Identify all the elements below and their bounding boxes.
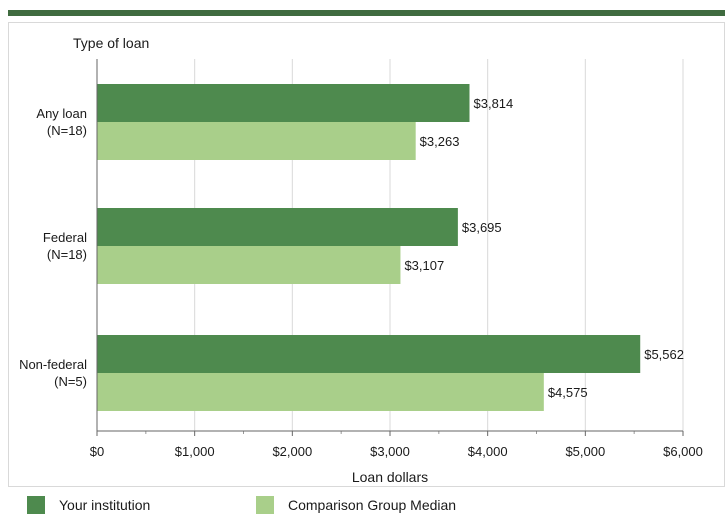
legend: Your institution Comparison Group Median [0, 496, 725, 518]
x-tick-label: $2,000 [272, 444, 312, 459]
legend-label-comparison: Comparison Group Median [288, 497, 457, 513]
y-axis-title: Type of loan [73, 35, 149, 51]
bar-value-label: $3,814 [474, 96, 514, 111]
bar [97, 122, 416, 160]
x-tick-label: $3,000 [370, 444, 410, 459]
x-tick-label: $5,000 [565, 444, 605, 459]
bar-value-label: $5,562 [644, 347, 684, 362]
legend-swatch-comparison [256, 496, 274, 514]
x-tick-label: $1,000 [175, 444, 215, 459]
bar-chart: Type of loan $3,814 $3,263 $3,695 $3,107 $5,… [19, 35, 703, 485]
legend-item-your-institution: Your institution [27, 496, 150, 514]
x-axis-title: Loan dollars [352, 469, 428, 485]
legend-label-your-institution: Your institution [59, 497, 151, 513]
category-label: Any loan [36, 106, 87, 121]
bar [97, 373, 544, 411]
category-label-count: (N=18) [47, 247, 87, 262]
category-label-count: (N=18) [47, 123, 87, 138]
category-label: Non-federal [19, 357, 87, 372]
bar [97, 246, 401, 284]
x-tick-label: $0 [90, 444, 104, 459]
bar-value-label: $4,575 [548, 385, 588, 400]
category-label: Federal [43, 230, 87, 245]
bar [97, 84, 470, 122]
bar-value-label: $3,263 [420, 134, 460, 149]
x-tick-label: $4,000 [468, 444, 508, 459]
legend-swatch-your-institution [27, 496, 45, 514]
header-rule [8, 10, 725, 16]
bar [97, 208, 458, 246]
bar-value-label: $3,695 [462, 220, 502, 235]
legend-item-comparison: Comparison Group Median [256, 496, 456, 514]
x-tick-label: $6,000 [663, 444, 703, 459]
category-label-count: (N=5) [54, 374, 87, 389]
bar-value-label: $3,107 [404, 258, 444, 273]
bar [97, 335, 641, 373]
